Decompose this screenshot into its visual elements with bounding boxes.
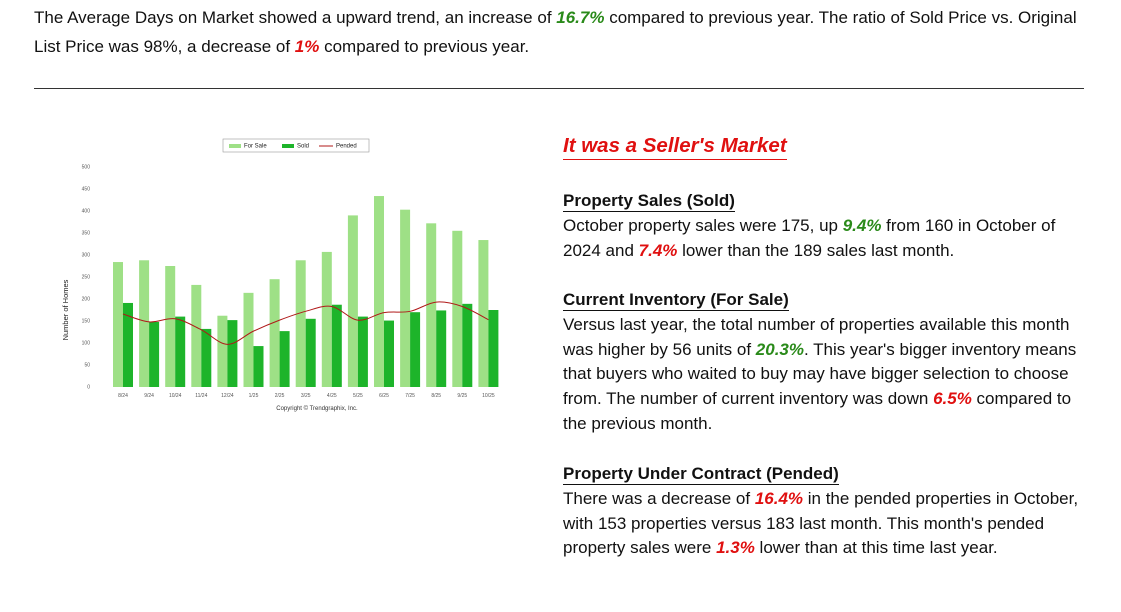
sold-bar (201, 328, 212, 387)
for-sale-bar (374, 196, 384, 387)
sold-bar (410, 312, 421, 387)
x-tick-label: 11/24 (195, 393, 207, 399)
for-sale-bar (165, 266, 176, 387)
legend-swatch-for-sale (229, 144, 241, 148)
y-tick-label: 150 (82, 319, 91, 325)
x-tick-label: 4/25 (327, 393, 337, 399)
dom-increase-value: 16.7% (556, 8, 605, 27)
inventory-section: Current Inventory (For Sale) Versus last… (563, 288, 1093, 437)
sold-bar (123, 302, 133, 387)
sold-bar (331, 304, 342, 387)
for-sale-bar (113, 262, 123, 387)
pended-yoy-value: 1.3% (716, 538, 755, 558)
price-ratio-decrease-value: 1% (294, 36, 320, 56)
x-tick-label: 8/25 (431, 393, 441, 399)
homes-chart: For Sale Sold Pended Number of Homes 0 50… (50, 130, 540, 420)
chart-copyright: Copyright © Trendgraphix, Inc. (276, 405, 358, 412)
pended-heading: Property Under Contract (Pended) (563, 464, 839, 485)
x-tick-label: 1/25 (249, 393, 259, 399)
x-tick-label: 10/24 (169, 393, 182, 399)
x-tick-label: 3/25 (301, 393, 311, 399)
intro-text: The Average Days on Market showed a upwa… (34, 8, 557, 27)
pended-series-line (122, 301, 489, 345)
y-tick-label: 250 (82, 275, 91, 281)
legend-label-sold: Sold (297, 144, 309, 150)
inventory-text: compared to the previous month. (563, 389, 1072, 433)
y-tick-label: 200 (82, 297, 91, 303)
inventory-text: Versus last year, the total number of pr… (563, 314, 1070, 359)
y-tick-label: 450 (82, 187, 91, 193)
y-tick-label: 350 (82, 231, 91, 237)
sold-text: from 160 in October of 2024 and (563, 215, 1056, 260)
intro-text: compared to previous year. (319, 36, 530, 56)
pended-text: There was a decrease of (563, 488, 755, 508)
sold-text: October property sales were 175, up (563, 215, 843, 235)
sold-bar (305, 318, 316, 387)
sold-bar (436, 310, 447, 387)
for-sale-bar (321, 251, 332, 387)
sold-bar (175, 316, 186, 387)
x-tick-label: 9/24 (144, 393, 154, 399)
y-tick-label: 500 (82, 165, 91, 171)
y-tick-label: 0 (87, 385, 90, 391)
inventory-heading: Current Inventory (For Sale) (563, 290, 789, 311)
for-sale-bar (191, 284, 202, 387)
for-sale-bar (347, 215, 358, 387)
for-sale-bar (400, 209, 411, 387)
legend-label-pended: Pended (336, 144, 357, 150)
x-tick-label: 12/24 (221, 393, 234, 399)
section-divider (34, 88, 1084, 89)
pended-mom-value: 16.4% (754, 488, 804, 508)
y-tick-label: 400 (82, 209, 91, 215)
market-title: It was a Seller's Market (563, 134, 787, 160)
pended-text: in the pended properties in October, wit… (563, 488, 1079, 558)
chart-svg: For Sale Sold Pended Number of Homes 0 50… (61, 138, 499, 412)
for-sale-bar (452, 230, 463, 387)
sold-text: lower than the 189 sales last month. (677, 240, 955, 260)
x-tick-label: 2/25 (275, 393, 285, 399)
pended-section: Property Under Contract (Pended) There w… (563, 462, 1093, 561)
for-sale-bar (243, 292, 254, 387)
sold-yoy-value: 9.4% (842, 215, 882, 235)
inventory-mom-value: 6.5% (933, 389, 972, 409)
legend-swatch-sold (282, 144, 294, 148)
y-tick-label: 50 (84, 363, 90, 369)
y-tick-label: 100 (82, 341, 91, 347)
chart-legend: For Sale Sold Pended (222, 138, 370, 153)
sold-section: Property Sales (Sold) October property s… (563, 189, 1093, 263)
for-sale-bar (269, 279, 280, 387)
sold-bar (149, 321, 160, 387)
sold-bar (279, 331, 290, 387)
x-tick-label: 7/25 (405, 393, 415, 399)
intro-text: compared to previous year. The ratio of … (34, 8, 1077, 56)
legend-box (222, 138, 370, 153)
sold-bar (488, 310, 499, 387)
sold-bar (253, 346, 264, 387)
sold-heading: Property Sales (Sold) (563, 191, 735, 212)
y-tick-label: 300 (82, 253, 91, 259)
sold-mom-value: 7.4% (638, 240, 678, 260)
market-summary: It was a Seller's Market Property Sales … (563, 134, 1093, 557)
for-sale-bar (139, 260, 150, 387)
x-tick-label: 9/25 (457, 393, 467, 399)
sold-bar (227, 320, 238, 387)
sold-bar (357, 316, 368, 387)
x-tick-label: 6/25 (379, 393, 389, 399)
y-axis-label: Number of Homes (61, 279, 70, 340)
inventory-text: . This year's bigger inventory means tha… (563, 339, 1077, 409)
legend-label-for-sale: For Sale (244, 144, 267, 150)
pended-text: lower than at this time last year. (754, 538, 998, 558)
inventory-yoy-value: 20.3% (755, 339, 804, 359)
x-tick-label: 5/25 (353, 393, 363, 399)
intro-paragraph: The Average Days on Market showed a upwa… (34, 4, 1094, 61)
for-sale-bar (217, 315, 228, 387)
sold-bar (462, 303, 473, 387)
for-sale-bar (478, 240, 489, 387)
for-sale-bar (426, 223, 437, 387)
x-tick-label: 8/24 (118, 393, 128, 399)
sold-bar (384, 320, 394, 387)
x-tick-label: 10/25 (482, 393, 495, 399)
for-sale-bar (295, 260, 306, 387)
